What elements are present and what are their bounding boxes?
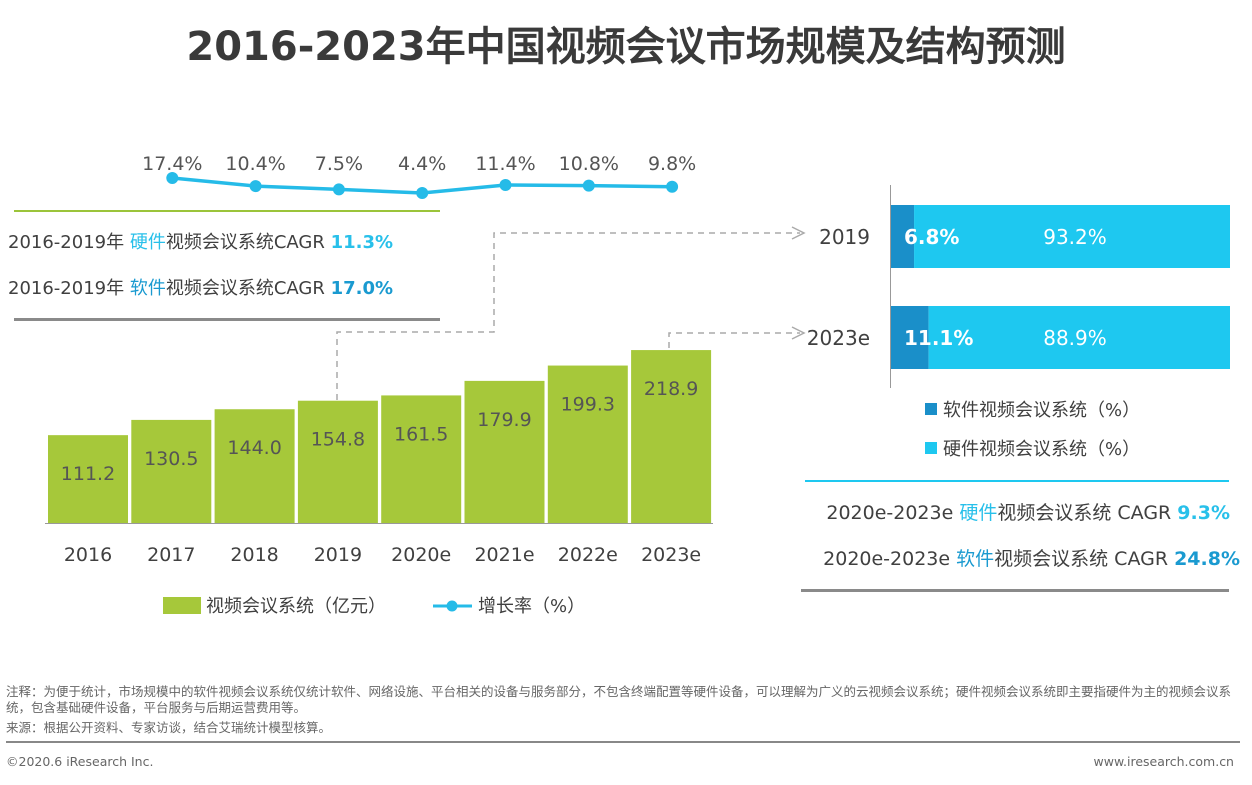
bar-2020e <box>381 395 462 523</box>
divider-gray <box>14 318 440 321</box>
chart-canvas: 111.2 2016 130.5 2017 144.0 2018 154.8 2019 161.… <box>45 153 1230 617</box>
source-note: 来源：根据公开资料、专家访谈，结合艾瑞统计模型核算。 <box>6 720 332 735</box>
bar-2016 <box>48 435 128 523</box>
cagr-prefix: 2016-2019年 <box>8 232 130 253</box>
growth-point-2021e <box>499 178 512 191</box>
growth-point-2018 <box>249 180 262 193</box>
x-tick-label: 2020e <box>391 544 451 566</box>
cagr-value: 24.8% <box>1174 548 1240 570</box>
growth-point-2020e <box>416 187 429 199</box>
legend-software-swatch <box>925 403 937 415</box>
connector-2019 <box>336 232 800 400</box>
website-link[interactable]: www.iresearch.com.cn <box>1093 754 1235 769</box>
y-tick-label: 2019 <box>819 225 870 249</box>
x-tick-label: 2016 <box>64 544 112 566</box>
cagr-hardware-2016-2019: 2016-2019年 硬件视频会议系统CAGR 11.3% <box>8 228 393 254</box>
connector-2023e <box>668 332 800 348</box>
growth-point-2022e <box>582 179 595 192</box>
segment-hardware-2023e <box>928 306 1230 369</box>
bar-label: 199.3 <box>561 394 615 416</box>
x-tick-label: 2017 <box>147 544 195 566</box>
growth-label: 11.4% <box>475 153 535 175</box>
arrow-icon <box>791 326 806 340</box>
footer-divider <box>6 741 1240 743</box>
segment-hardware-2019 <box>914 205 1230 268</box>
legend-bar-label: 视频会议系统（亿元） <box>206 596 386 617</box>
x-tick-label: 2019 <box>314 544 362 566</box>
legend-line-label: 增长率（%） <box>478 596 585 617</box>
bar-label: 218.9 <box>644 378 698 400</box>
growth-label: 9.8% <box>648 153 696 175</box>
cagr-value: 9.3% <box>1177 502 1230 524</box>
legend-bar-swatch <box>163 597 201 614</box>
hardware-share-label: 88.9% <box>1043 326 1107 350</box>
cagr-suffix: 视频会议系统CAGR <box>165 232 331 253</box>
cagr-suffix: 视频会议系统 CAGR <box>997 502 1178 524</box>
divider-gray-right <box>801 589 1229 592</box>
bar-label: 161.5 <box>394 423 448 445</box>
cagr-prefix: 2020e-2023e <box>826 502 960 524</box>
bar-2021e <box>464 380 545 523</box>
cagr-value: 17.0% <box>330 278 394 299</box>
footnote: 注释：为便于统计，市场规模中的软件视频会议系统仅统计软件、网络设施、平台相关的设… <box>6 684 1232 715</box>
legend-line-marker <box>446 600 458 612</box>
page-title: 2016-2023年中国视频会议市场规模及结构预测 <box>186 24 1066 70</box>
bar-label: 111.2 <box>61 463 115 485</box>
legend-software-label: 软件视频会议系统（%） <box>943 400 1140 421</box>
cagr-prefix: 2020e-2023e <box>823 548 957 570</box>
growth-point-2019 <box>332 183 345 196</box>
cagr-highlight: 软件 <box>956 548 995 570</box>
growth-label: 10.4% <box>225 153 285 175</box>
cagr-value: 11.3% <box>330 232 394 253</box>
cagr-hardware-2020-2023: 2020e-2023e 硬件视频会议系统 CAGR 9.3% <box>826 498 1230 525</box>
bar-2018 <box>214 409 295 523</box>
x-tick-label: 2018 <box>230 544 278 566</box>
bar-2023e <box>631 350 712 523</box>
software-share-label: 11.1% <box>904 326 973 350</box>
cagr-highlight: 软件 <box>129 278 166 299</box>
bar-label: 179.9 <box>477 409 531 431</box>
cagr-highlight: 硬件 <box>959 502 998 524</box>
x-tick-label: 2022e <box>558 544 618 566</box>
segment-software-2023e <box>891 306 929 369</box>
y-tick-label: 2023e <box>807 326 870 350</box>
cagr-suffix: 视频会议系统CAGR <box>165 278 331 299</box>
growth-label: 4.4% <box>398 153 446 175</box>
legend-hardware-swatch <box>925 442 937 454</box>
growth-label: 7.5% <box>315 153 363 175</box>
bar-label: 154.8 <box>311 429 365 451</box>
bar-label: 144.0 <box>227 437 281 459</box>
divider-blue <box>805 480 1229 482</box>
bar-label: 130.5 <box>144 448 198 470</box>
cagr-software-2020-2023: 2020e-2023e 软件视频会议系统 CAGR 24.8% <box>823 544 1240 571</box>
x-tick-label: 2023e <box>641 544 701 566</box>
hardware-share-label: 93.2% <box>1043 225 1107 249</box>
divider-green <box>14 210 440 212</box>
bar-2019 <box>297 400 378 523</box>
growth-label: 17.4% <box>142 153 202 175</box>
growth-point-2023e <box>666 180 679 193</box>
software-share-label: 6.8% <box>904 225 959 249</box>
cagr-highlight: 硬件 <box>129 232 166 253</box>
cagr-prefix: 2016-2019年 <box>8 278 130 299</box>
growth-label: 10.8% <box>559 153 619 175</box>
arrow-icon <box>791 226 806 240</box>
copyright: ©2020.6 iResearch Inc. <box>6 754 154 769</box>
bar-2022e <box>547 365 628 523</box>
cagr-software-2016-2019: 2016-2019年 软件视频会议系统CAGR 17.0% <box>8 274 393 300</box>
legend-hardware-label: 硬件视频会议系统（%） <box>943 439 1140 460</box>
x-tick-label: 2021e <box>474 544 534 566</box>
bar-2017 <box>131 419 212 523</box>
cagr-suffix: 视频会议系统 CAGR <box>994 548 1175 570</box>
growth-point-2017 <box>166 172 179 185</box>
segment-software-2019 <box>891 205 915 268</box>
